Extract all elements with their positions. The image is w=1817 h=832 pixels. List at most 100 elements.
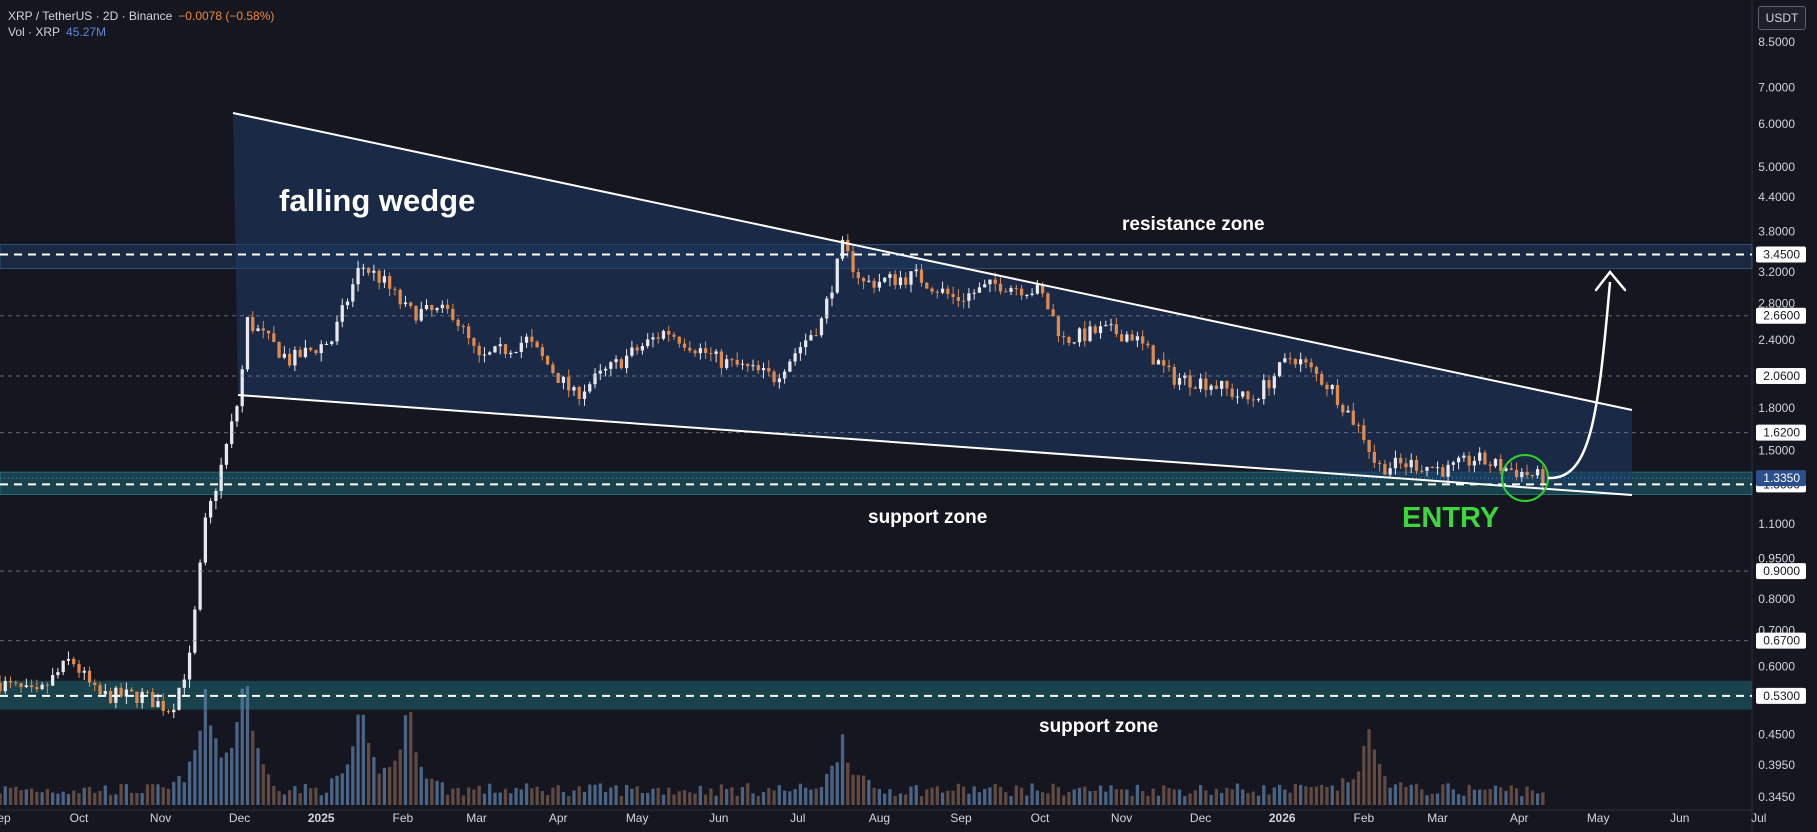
candle bbox=[1109, 324, 1113, 326]
candle bbox=[1320, 373, 1324, 385]
volume-label[interactable]: Vol · XRP bbox=[8, 25, 61, 39]
volume-bar bbox=[1309, 786, 1313, 805]
candle bbox=[561, 376, 566, 383]
volume-bar bbox=[714, 795, 718, 805]
volume-bar bbox=[251, 730, 255, 805]
volume-bar bbox=[477, 785, 481, 805]
volume-bar bbox=[1125, 789, 1129, 805]
candle bbox=[851, 251, 855, 273]
volume-bar bbox=[940, 792, 945, 805]
candle bbox=[1520, 471, 1524, 478]
symbol-title[interactable]: XRP / TetherUS · 2D · Binance bbox=[8, 9, 173, 23]
candle bbox=[877, 281, 882, 288]
y-tick-label: 0.4500 bbox=[1758, 727, 1795, 741]
candle bbox=[72, 659, 76, 665]
volume-bar bbox=[1177, 789, 1182, 805]
y-tick-label: 6.0000 bbox=[1758, 117, 1795, 131]
volume-bar bbox=[888, 789, 892, 805]
y-tick-label: 0.9500 bbox=[1758, 551, 1795, 565]
volume-bar bbox=[1056, 787, 1061, 805]
volume-bar bbox=[1351, 779, 1355, 805]
volume-bar bbox=[467, 787, 471, 805]
candle bbox=[556, 372, 560, 383]
volume-bar bbox=[287, 790, 292, 805]
volume-bar bbox=[788, 791, 792, 805]
candle bbox=[261, 328, 265, 331]
candle bbox=[77, 664, 81, 673]
candle bbox=[19, 683, 23, 688]
candle bbox=[883, 277, 887, 282]
candle bbox=[156, 701, 160, 708]
volume-bar bbox=[1235, 783, 1240, 805]
candle bbox=[403, 302, 408, 305]
candle bbox=[456, 319, 460, 327]
volume-bar bbox=[514, 787, 518, 805]
volume-bar bbox=[677, 791, 681, 805]
volume-bar bbox=[135, 793, 139, 805]
candle bbox=[182, 679, 186, 688]
volume-bar bbox=[598, 783, 602, 805]
candle bbox=[914, 269, 918, 272]
currency-button[interactable]: USDT bbox=[1758, 6, 1806, 30]
candle bbox=[3, 680, 7, 692]
candle bbox=[719, 351, 724, 368]
volume-bar bbox=[577, 786, 581, 805]
candle bbox=[1325, 384, 1329, 390]
volume-bar bbox=[303, 783, 308, 805]
x-tick-label: Dec bbox=[229, 811, 250, 825]
candle bbox=[251, 317, 255, 331]
candle bbox=[646, 339, 650, 347]
candle bbox=[1088, 326, 1092, 342]
y-tick-label: 1.1000 bbox=[1758, 517, 1795, 531]
volume-bar bbox=[409, 712, 413, 805]
volume-bar bbox=[208, 725, 213, 805]
volume-bar bbox=[1393, 784, 1398, 805]
volume-bar bbox=[198, 730, 202, 805]
candle bbox=[324, 343, 329, 345]
candle bbox=[1388, 468, 1392, 475]
candle bbox=[1499, 459, 1503, 471]
volume-bar bbox=[172, 781, 176, 805]
volume-bar bbox=[3, 786, 7, 805]
volume-bar bbox=[877, 788, 882, 805]
candle bbox=[388, 276, 392, 289]
volume-bar bbox=[740, 787, 745, 805]
volume-bar bbox=[672, 794, 676, 805]
volume-bar bbox=[93, 792, 97, 805]
volume-bar bbox=[230, 747, 234, 805]
volume-bar bbox=[1509, 785, 1513, 805]
candle bbox=[1141, 336, 1145, 344]
candle bbox=[1393, 457, 1398, 469]
volume-bar bbox=[561, 791, 566, 805]
candle bbox=[335, 321, 339, 342]
candle bbox=[451, 308, 455, 320]
volume-bar bbox=[703, 794, 708, 805]
candle bbox=[1046, 293, 1050, 310]
candle bbox=[1414, 459, 1419, 471]
volume-bar bbox=[519, 789, 523, 805]
candle bbox=[430, 304, 434, 311]
volume-bar bbox=[1114, 789, 1118, 805]
volume-bar bbox=[151, 784, 155, 805]
candle bbox=[1314, 367, 1319, 374]
volume-bar bbox=[340, 773, 344, 805]
volume-bar bbox=[56, 793, 60, 805]
volume-bar bbox=[1009, 796, 1013, 805]
volume-bar bbox=[582, 792, 587, 805]
candle bbox=[224, 444, 229, 465]
volume-bar bbox=[224, 752, 229, 805]
candle bbox=[1019, 288, 1024, 296]
candle bbox=[398, 289, 402, 305]
candle bbox=[1130, 334, 1134, 341]
candle bbox=[1004, 291, 1008, 293]
volume-bar bbox=[777, 785, 781, 805]
candle bbox=[1509, 468, 1513, 470]
volume-bar bbox=[1320, 784, 1324, 805]
volume-bar bbox=[1162, 785, 1166, 805]
volume-bar bbox=[624, 784, 629, 805]
volume-bar bbox=[503, 788, 508, 805]
volume-bar bbox=[393, 760, 397, 805]
candle bbox=[345, 301, 350, 306]
candle bbox=[1504, 468, 1508, 471]
